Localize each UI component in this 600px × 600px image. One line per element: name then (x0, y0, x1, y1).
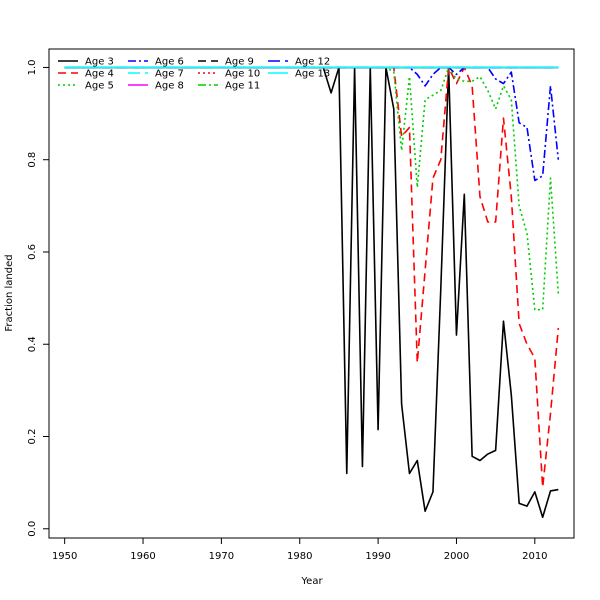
legend-label: Age 5 (85, 81, 114, 92)
legend-label: Age 6 (155, 57, 184, 68)
x-tick-label: 2000 (444, 551, 469, 562)
y-tick-label: 0.4 (27, 336, 38, 352)
legend-item-age-3: Age 3 (58, 57, 114, 68)
x-axis: 1950 1960 1970 1980 1990 2000 2010 (52, 537, 548, 562)
legend-item-age-10: Age 10 (198, 69, 260, 80)
legend-label: Age 8 (155, 81, 184, 92)
legend-label: Age 7 (155, 69, 184, 80)
y-tick-label: 0.8 (27, 152, 38, 168)
x-tick-label: 1990 (365, 551, 390, 562)
legend-item-age-11: Age 11 (198, 81, 260, 92)
y-axis-title: Fraction landed (4, 254, 15, 331)
x-tick-label: 1980 (287, 551, 312, 562)
legend-label: Age 3 (85, 57, 114, 68)
legend-item-age-8: Age 8 (128, 81, 184, 92)
legend-item-age-6: Age 6 (128, 57, 184, 68)
legend-item-age-5: Age 5 (58, 81, 114, 92)
y-tick-label: 0.0 (27, 521, 38, 537)
x-tick-label: 1970 (209, 551, 234, 562)
y-tick-label: 1.0 (27, 59, 38, 75)
y-tick-label: 0.2 (27, 429, 38, 445)
legend-label: Age 4 (85, 69, 114, 80)
legend-label: Age 12 (295, 57, 330, 68)
x-tick-label: 1950 (52, 551, 77, 562)
legend-label: Age 13 (295, 69, 330, 80)
legend-label: Age 11 (225, 81, 260, 92)
x-tick-label: 1960 (130, 551, 155, 562)
legend-item-age-4: Age 4 (58, 69, 114, 80)
y-axis: 0.0 0.2 0.4 0.6 0.8 1.0 (27, 59, 50, 537)
series-layer (64, 66, 560, 519)
x-axis-title: Year (300, 576, 323, 587)
legend-item-age-7: Age 7 (128, 69, 184, 80)
y-tick-label: 0.6 (27, 244, 38, 260)
legend-label: Age 10 (225, 69, 260, 80)
legend-item-age-9: Age 9 (198, 57, 254, 68)
legend-item-age-13: Age 13 (268, 69, 330, 80)
x-tick-label: 2010 (522, 551, 547, 562)
legend-item-age-12: Age 12 (268, 57, 330, 68)
legend-label: Age 9 (225, 57, 254, 68)
